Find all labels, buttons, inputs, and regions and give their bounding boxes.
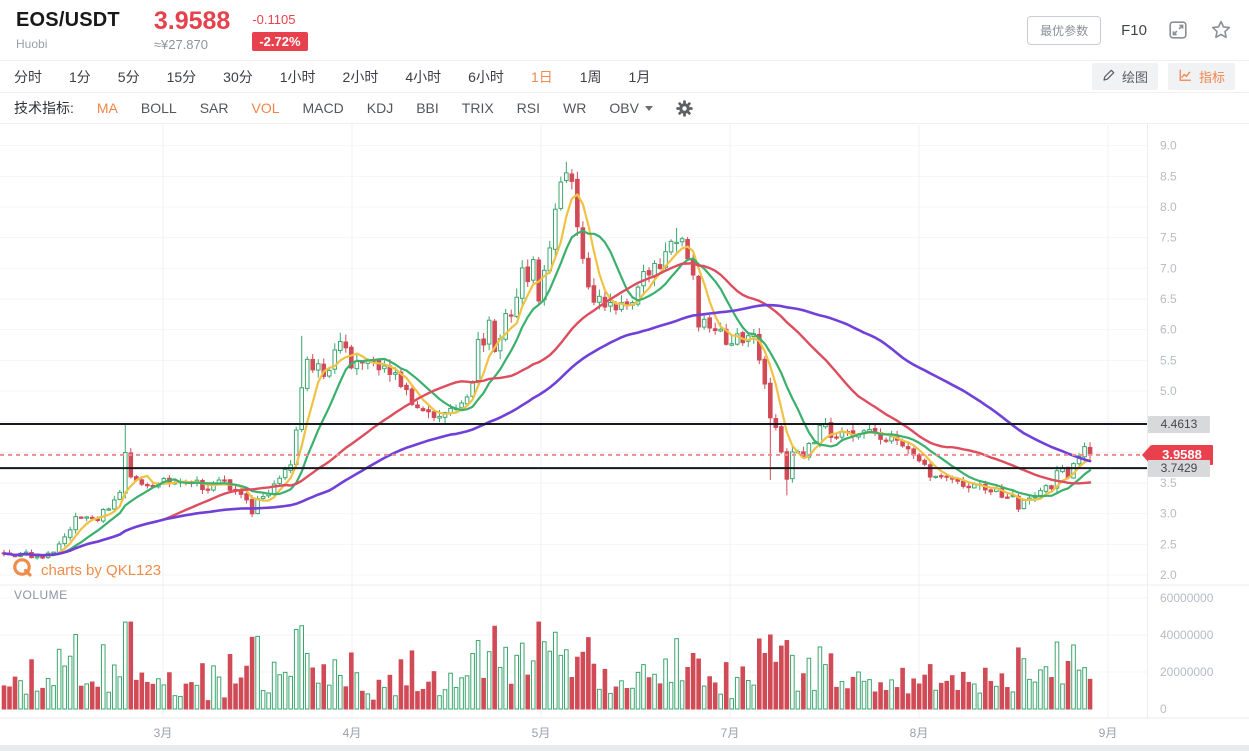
- change-block: -0.1105 -2.72%: [252, 10, 308, 51]
- svg-text:7.0: 7.0: [1160, 261, 1177, 275]
- indicator-vol[interactable]: VOL: [251, 100, 280, 116]
- exchange-name: Huobi: [16, 37, 48, 51]
- svg-text:0: 0: [1160, 702, 1167, 716]
- svg-text:2.5: 2.5: [1160, 537, 1177, 551]
- svg-text:9月: 9月: [1099, 726, 1118, 740]
- svg-text:5月: 5月: [532, 726, 551, 740]
- indicator-trix[interactable]: TRIX: [461, 100, 494, 116]
- indicator-bbi[interactable]: BBI: [416, 100, 439, 116]
- f10-label[interactable]: F10: [1121, 21, 1147, 39]
- svg-text:6.5: 6.5: [1160, 292, 1177, 306]
- indicator-row-title: 技术指标:: [14, 100, 74, 116]
- svg-text:4月: 4月: [343, 726, 362, 740]
- indicator-ma[interactable]: MA: [96, 100, 118, 116]
- header: EOS/USDT Huobi 3.9588 ≈¥27.870 -0.1105 -…: [0, 0, 1249, 61]
- indicator-boll[interactable]: BOLL: [140, 100, 177, 116]
- gridlines: [0, 124, 1249, 719]
- tab-5min[interactable]: 5分: [117, 68, 140, 85]
- svg-text:7.5: 7.5: [1160, 231, 1177, 245]
- pencil-icon: [1102, 68, 1116, 85]
- svg-text:20000000: 20000000: [1160, 665, 1214, 679]
- timeframe-row: 分时 1分 5分 15分 30分 1小时 2小时 4小时 6小时 1日 1周 1…: [0, 61, 1249, 93]
- pair-title: EOS/USDT: [16, 9, 120, 31]
- chevron-down-icon: [644, 105, 653, 111]
- fullscreen-icon[interactable]: [1167, 19, 1189, 41]
- support-price-label: 3.7429: [1148, 459, 1210, 477]
- tab-4hour[interactable]: 4小时: [405, 68, 442, 85]
- timeframe-tabs: 分时 1分 5分 15分 30分 1小时 2小时 4小时 6小时 1日 1周 1…: [14, 67, 650, 87]
- draw-button[interactable]: 绘图: [1091, 63, 1158, 90]
- symbol-block: EOS/USDT Huobi: [16, 9, 120, 51]
- ma-lines: [2, 193, 1092, 557]
- tab-1month[interactable]: 1月: [628, 68, 651, 85]
- volume-pane-label: VOLUME: [14, 588, 68, 602]
- svg-text:40000000: 40000000: [1160, 628, 1214, 642]
- tab-1week[interactable]: 1周: [579, 68, 602, 85]
- price-cny: ≈¥27.870: [153, 37, 208, 52]
- indicator-wr[interactable]: WR: [563, 100, 587, 116]
- svg-text:60000000: 60000000: [1160, 591, 1214, 605]
- svg-text:8.5: 8.5: [1160, 169, 1177, 183]
- svg-text:6.0: 6.0: [1160, 323, 1177, 337]
- indicator-macd[interactable]: MACD: [302, 100, 344, 116]
- tab-time-share[interactable]: 分时: [14, 68, 42, 85]
- price-block: 3.9588 ≈¥27.870: [154, 8, 230, 52]
- svg-text:7月: 7月: [721, 726, 740, 740]
- header-actions: 最优参数 F10: [1027, 15, 1233, 45]
- price-chart-canvas[interactable]: 9.08.58.07.57.06.56.05.55.04.54.03.53.02…: [0, 124, 1249, 751]
- indicator-button[interactable]: 指标: [1167, 63, 1235, 90]
- tab-1hour[interactable]: 1小时: [279, 68, 316, 85]
- indicator-kdj[interactable]: KDJ: [366, 100, 394, 116]
- chart-tools: 绘图 指标: [1091, 63, 1235, 90]
- svg-text:3.0: 3.0: [1160, 507, 1177, 521]
- resistance-price-label: 4.4613: [1148, 415, 1210, 433]
- last-price: 3.9588: [153, 7, 231, 35]
- indicator-rsi[interactable]: RSI: [516, 100, 541, 116]
- optimal-params-button[interactable]: 最优参数: [1027, 15, 1102, 45]
- svg-text:5.0: 5.0: [1160, 384, 1177, 398]
- gear-icon[interactable]: [676, 99, 693, 117]
- volume-bars: [1, 621, 1093, 710]
- indicator-chart-icon: [1178, 68, 1193, 85]
- tab-1day[interactable]: 1日: [530, 68, 553, 85]
- svg-text:2.0: 2.0: [1160, 568, 1177, 582]
- change-absolute: -0.1105: [252, 11, 296, 27]
- chart-area: 9.08.58.07.57.06.56.05.55.04.54.03.53.02…: [0, 124, 1249, 751]
- svg-text:8月: 8月: [910, 726, 929, 740]
- favorite-star-icon[interactable]: [1209, 18, 1233, 42]
- svg-text:9.0: 9.0: [1160, 139, 1177, 153]
- svg-text:3月: 3月: [154, 726, 173, 740]
- tab-1min[interactable]: 1分: [69, 68, 91, 85]
- bottom-scrollbar-track[interactable]: [0, 745, 1249, 751]
- tab-2hour[interactable]: 2小时: [342, 68, 379, 85]
- svg-text:5.5: 5.5: [1160, 353, 1177, 367]
- svg-text:8.0: 8.0: [1160, 200, 1177, 214]
- tab-15min[interactable]: 15分: [166, 68, 197, 85]
- reference-lines: [0, 423, 1151, 470]
- indicator-row: 技术指标: MA BOLL SAR VOL MACD KDJ BBI TRIX …: [0, 93, 1249, 124]
- tab-6hour[interactable]: 6小时: [468, 68, 504, 85]
- svg-text:3.5: 3.5: [1160, 476, 1177, 490]
- change-percent-badge: -2.72%: [252, 31, 308, 51]
- indicator-obv[interactable]: OBV: [609, 100, 653, 116]
- indicator-sar[interactable]: SAR: [199, 100, 229, 116]
- tab-30min[interactable]: 30分: [223, 68, 253, 85]
